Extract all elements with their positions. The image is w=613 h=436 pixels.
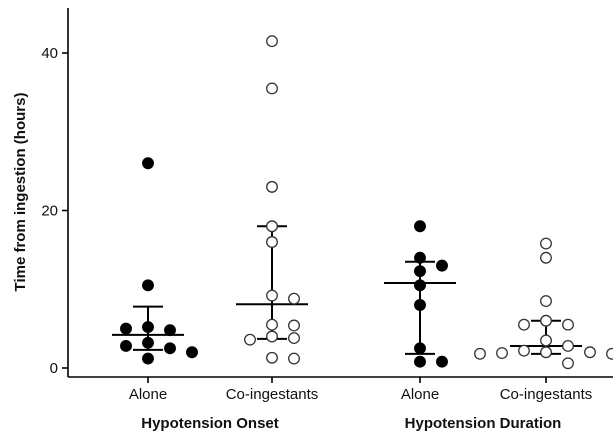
data-point-open: [266, 82, 278, 95]
data-point-open: [518, 344, 530, 357]
data-point-filled: [414, 355, 426, 368]
y-tick-label: 20: [41, 203, 58, 220]
data-point-filled: [142, 336, 154, 349]
data-point-open: [266, 180, 278, 193]
data-point-open: [518, 318, 530, 331]
data-point-filled: [414, 251, 426, 264]
data-point-open: [288, 319, 300, 332]
data-point-filled: [414, 279, 426, 292]
group-label: Hypotension Duration: [405, 415, 562, 432]
data-point-filled: [142, 321, 154, 334]
data-point-open: [266, 351, 278, 364]
x-tick-label: Alone: [401, 386, 439, 403]
y-tick-label: 0: [50, 360, 58, 377]
data-point-open: [540, 237, 552, 250]
data-point-filled: [414, 342, 426, 355]
data-point-filled: [436, 259, 448, 272]
data-point-open: [584, 346, 596, 359]
data-point-open: [266, 35, 278, 48]
data-point-filled: [164, 342, 176, 355]
data-point-filled: [120, 340, 132, 352]
data-point-filled: [414, 220, 426, 233]
data-point-filled: [142, 352, 154, 365]
data-point-open: [266, 236, 278, 248]
data-point-filled: [142, 157, 154, 170]
y-tick-label: 40: [41, 45, 58, 62]
data-point-open: [288, 352, 300, 365]
data-point-open: [606, 347, 613, 360]
data-point-open: [540, 334, 552, 347]
data-point-open: [562, 340, 574, 352]
x-tick-label: Co-ingestants: [500, 386, 593, 403]
data-point-filled: [164, 324, 176, 337]
x-tick-label: Co-ingestants: [226, 386, 319, 403]
data-point-filled: [436, 355, 448, 368]
data-point-open: [266, 289, 278, 302]
group-label: Hypotension Onset: [141, 415, 279, 432]
data-point-open: [266, 220, 278, 233]
data-point-filled: [414, 299, 426, 311]
data-point-open: [288, 332, 300, 345]
data-point-open: [474, 347, 486, 360]
x-tick-label: Alone: [129, 386, 167, 403]
y-axis-label: Time from ingestion (hours): [12, 93, 29, 292]
data-point-open: [540, 314, 552, 327]
data-point-open: [266, 330, 278, 343]
data-point-open: [540, 346, 552, 359]
data-point-open: [562, 357, 574, 370]
data-point-open: [540, 251, 552, 264]
data-point-open: [288, 292, 300, 305]
data-point-filled: [120, 322, 132, 335]
data-point-open: [562, 318, 574, 331]
data-point-filled: [186, 346, 198, 359]
data-point-open: [496, 347, 508, 359]
data-point-open: [266, 318, 278, 331]
data-point-open: [540, 295, 552, 308]
data-point-filled: [142, 279, 154, 292]
data-point-open: [244, 333, 256, 346]
data-point-filled: [414, 265, 426, 278]
